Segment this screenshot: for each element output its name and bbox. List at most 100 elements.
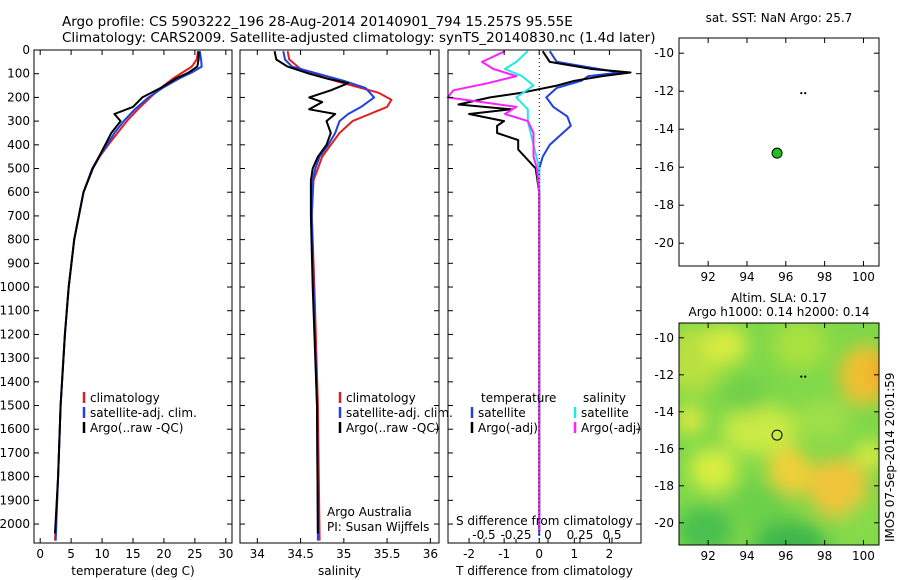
y-tick-label: 600 <box>7 185 30 199</box>
y-tick-label: 1400 <box>0 375 30 389</box>
legend-label: climatology <box>346 391 416 405</box>
legend-label: Argo(..raw -QC) <box>346 421 439 435</box>
note-line: PI: Susan Wijffels <box>327 520 429 534</box>
heatmap-blob <box>839 345 879 405</box>
legend-header-temperature: temperature <box>481 391 556 405</box>
x-tick-label: 96 <box>778 270 793 284</box>
legend-label: satellite-adj. clim. <box>90 406 197 420</box>
axes-frame <box>239 49 440 544</box>
x-tick-label: 2 <box>606 547 614 561</box>
x-tick-label: 34.5 <box>287 547 314 561</box>
y-tick-label: -14 <box>654 405 674 419</box>
x-tick-label: 35.5 <box>374 547 401 561</box>
x-tick-label: 1 <box>571 547 579 561</box>
series-line-salinity-0 <box>286 50 393 541</box>
y-tick-label: 0 <box>22 43 30 57</box>
series-line-difference-0 <box>538 50 621 536</box>
track-mark <box>800 375 803 378</box>
y-tick-label: 1500 <box>0 399 30 413</box>
series-line-salinity-2 <box>273 50 350 534</box>
heatmap-blob <box>689 448 737 492</box>
header-line2: Climatology: CARS2009. Satellite-adjuste… <box>62 30 655 46</box>
track-mark <box>800 92 803 95</box>
x-tick-label: 98 <box>817 549 832 563</box>
s-tick-label: 0.25 <box>567 528 594 542</box>
legend-label: Argo(-adj) <box>478 421 538 435</box>
x-tick-label: 30 <box>218 547 233 561</box>
panel-temperature: 0 5 10 15 20 25 30 temperature (deg C) 0 100 200 30… <box>0 43 233 578</box>
series-line-temperature-0 <box>54 51 199 541</box>
x-tick-label: 92 <box>700 270 715 284</box>
x-tick-label: -2 <box>463 547 475 561</box>
x-axis-label: T difference from climatology <box>455 564 633 578</box>
y-tick-label: 1000 <box>0 280 30 294</box>
x-tick-label: 34 <box>250 547 265 561</box>
map-title: Altim. SLA: 0.17 <box>731 291 827 305</box>
heatmap-blob <box>754 521 826 545</box>
heatmap-field <box>679 323 879 545</box>
map-title: sat. SST: NaN Argo: 25.7 <box>706 11 853 25</box>
x-tick-label: 0 <box>36 547 44 561</box>
y-tick-label: 1700 <box>0 446 30 460</box>
y-tick-label: 400 <box>7 138 30 152</box>
y-tick-label: 700 <box>7 209 30 223</box>
map-subtitle: Argo h1000: 0.14 h2000: 0.14 <box>689 305 870 319</box>
header-line1: Argo profile: CS 5903222_196 28-Aug-2014… <box>62 14 573 30</box>
x-tick-label: 35 <box>336 547 351 561</box>
y-tick-label: 2000 <box>0 517 30 531</box>
legend-header-salinity: salinity <box>583 391 626 405</box>
series-line-temperature-2 <box>54 51 200 534</box>
x-tick-label: 0 <box>535 547 543 561</box>
series-line-temperature-1 <box>54 51 203 541</box>
x-tick-label: 96 <box>778 549 793 563</box>
x-tick-label: -1 <box>498 547 510 561</box>
s-tick-label: -0.5 <box>472 528 495 542</box>
legend-label: Argo(..raw -QC) <box>90 421 183 435</box>
float-position-marker <box>771 147 783 159</box>
y-tick-label: 300 <box>7 114 30 128</box>
y-tick-label: -20 <box>654 516 674 530</box>
y-tick-label: 500 <box>7 162 30 176</box>
heatmap-blob <box>871 357 879 387</box>
float-position-marker <box>771 429 783 441</box>
imos-timestamp: IMOS 07-Sep-2014 20:01:59 <box>883 372 897 542</box>
y-tick-label: 1100 <box>0 304 30 318</box>
legend-label: satellite <box>478 406 526 420</box>
x-axis-label: temperature (deg C) <box>71 564 194 578</box>
y-tick-label: 1600 <box>0 422 30 436</box>
axes-frame <box>447 49 642 544</box>
y-tick-label: -14 <box>654 122 674 136</box>
heatmap-blob <box>768 448 812 496</box>
y-tick-label: 100 <box>7 67 30 81</box>
y-tick-label: -18 <box>654 479 674 493</box>
legend-label: satellite <box>581 406 629 420</box>
track-mark <box>804 92 807 95</box>
x-tick-label: 94 <box>739 270 754 284</box>
legend-label: satellite-adj. clim. <box>346 406 453 420</box>
y-tick-label: -16 <box>654 442 674 456</box>
panel-difference: -2 -1 0 1 2 T difference from climatology -0.5… <box>446 49 642 578</box>
heatmap-blob <box>730 481 790 529</box>
x-tick-label: 5 <box>67 547 75 561</box>
x-tick-label: 100 <box>852 549 875 563</box>
s-tick-label: 0 <box>544 528 552 542</box>
x-tick-label: 20 <box>156 547 171 561</box>
panel-sst_map: 92 94 96 98 100 -10 -12 -14 -16 -18 -20 sat. SST: N… <box>654 11 880 284</box>
heatmap-blob <box>679 506 733 545</box>
x-tick-label: 25 <box>187 547 202 561</box>
x-tick-label: 36 <box>423 547 438 561</box>
x-tick-label: 98 <box>817 270 832 284</box>
heatmap-blobs <box>679 323 879 545</box>
y-tick-label: 1900 <box>0 493 30 507</box>
legend-label: climatology <box>90 391 160 405</box>
s-axis-label: S difference from climatology <box>456 514 633 528</box>
x-tick-label: 100 <box>852 270 875 284</box>
y-tick-label: -16 <box>654 160 674 174</box>
heatmap-blob <box>723 377 767 413</box>
s-tick-label: -0.25 <box>500 528 531 542</box>
y-tick-label: -10 <box>654 331 674 345</box>
axes-frame <box>33 49 233 544</box>
map-frame <box>678 37 880 267</box>
